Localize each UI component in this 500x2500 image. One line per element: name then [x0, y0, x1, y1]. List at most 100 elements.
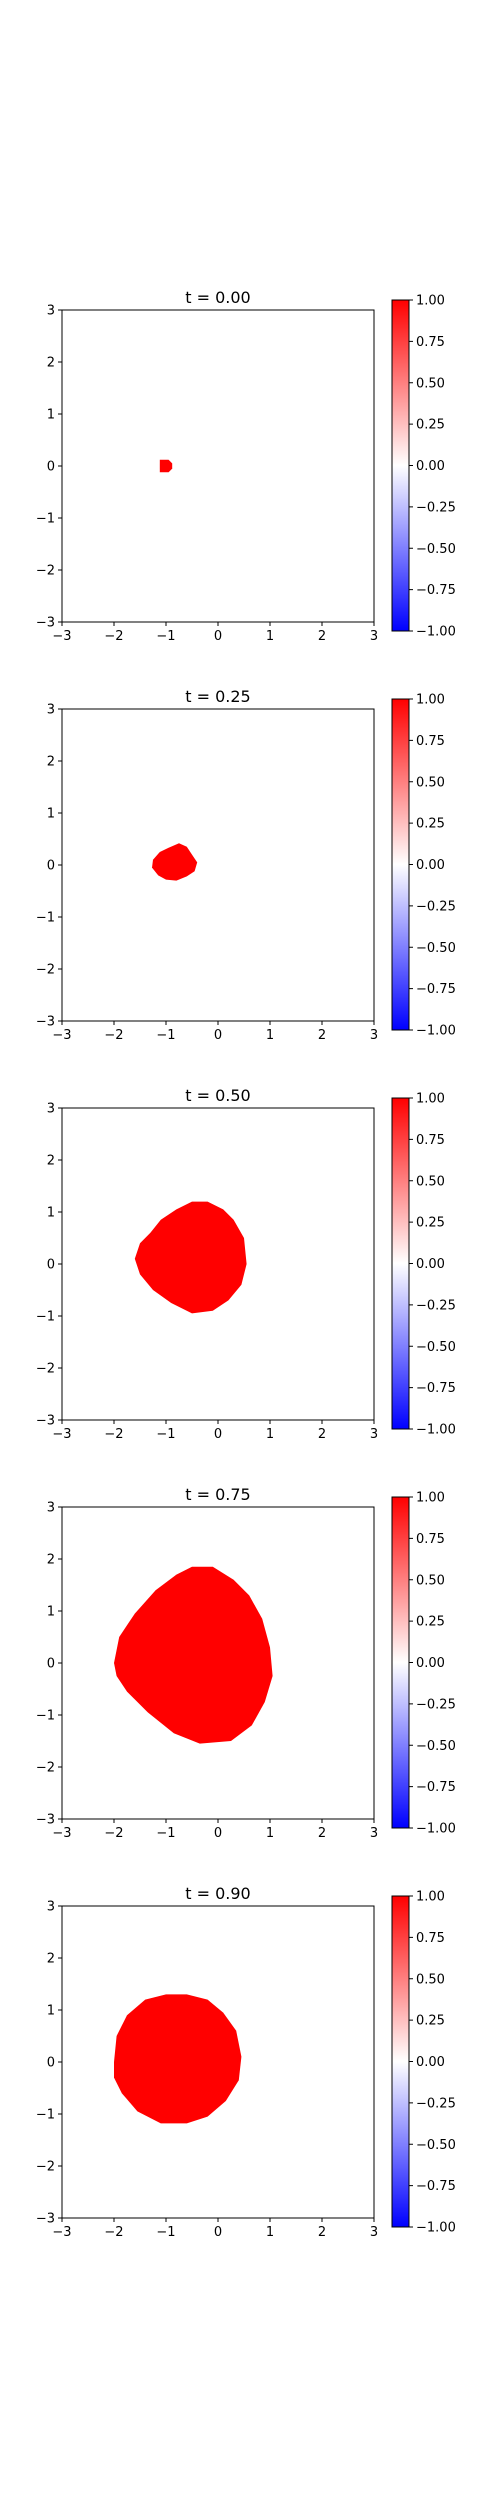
x-tick-label: −1	[156, 629, 175, 644]
x-tick-label: 2	[318, 629, 326, 644]
x-tick-label: −3	[52, 2225, 71, 2240]
y-tick-label: −3	[36, 1414, 55, 1429]
y-tick-label: −3	[36, 1015, 55, 1030]
x-tick-label: −1	[156, 1826, 175, 1841]
colorbar-gradient	[392, 300, 409, 631]
y-tick-label: −1	[36, 2108, 55, 2123]
colorbar-tick-label: 0.75	[416, 1133, 445, 1148]
colorbar-tick-label: 0.25	[416, 817, 445, 832]
chart-title: t = 0.25	[185, 687, 250, 706]
colorbar-tick-label: 0.00	[416, 459, 445, 474]
colorbar-tick-label: −1.00	[416, 1423, 456, 1438]
colorbar-tick-label: −1.00	[416, 2221, 456, 2236]
colorbar-tick-label: −1.00	[416, 1822, 456, 1837]
x-tick-label: 0	[214, 1826, 222, 1841]
y-tick-label: 3	[47, 1900, 55, 1915]
x-tick-label: 1	[266, 1427, 274, 1442]
colorbar-tick-label: 0.50	[416, 376, 445, 391]
colorbar-tick-label: −0.25	[416, 2096, 456, 2111]
colorbar-tick-label: 0.75	[416, 1532, 445, 1547]
x-tick-label: 3	[370, 2225, 378, 2240]
panel-4: t = 0.90 −3 −2 −1 0 1 2 3 3 2 1 0 −1 −2 −3 1.00 0.75 0.50…	[36, 1884, 456, 2240]
x-tick-label: −1	[156, 1028, 175, 1043]
colorbar-gradient	[392, 1896, 409, 2227]
colorbar-tick-label: 1.00	[416, 693, 445, 708]
y-tick-label: 2	[47, 1154, 55, 1169]
x-tick-label: −2	[104, 1427, 123, 1442]
y-tick-label: −1	[36, 1709, 55, 1724]
x-tick-label: −3	[52, 629, 71, 644]
colorbar-tick-label: −1.00	[416, 625, 456, 640]
colorbar-tick-label: −0.25	[416, 1697, 456, 1712]
y-tick-label: 2	[47, 1952, 55, 1967]
colorbar-tick-label: 0.00	[416, 1257, 445, 1272]
colorbar-tick-label: −0.50	[416, 1739, 456, 1754]
colorbar-tick-label: −0.25	[416, 1298, 456, 1313]
colorbar-tick-label: 0.75	[416, 734, 445, 749]
chart-title: t = 0.90	[185, 1884, 250, 1903]
colorbar-tick-label: 0.25	[416, 1216, 445, 1231]
x-tick-label: −2	[104, 629, 123, 644]
colorbar-tick-label: 0.25	[416, 2014, 445, 2029]
y-tick-label: −1	[36, 1310, 55, 1325]
x-tick-label: 0	[214, 2225, 222, 2240]
colorbar-tick-label: 1.00	[416, 1890, 445, 1905]
x-tick-label: 1	[266, 2225, 274, 2240]
colorbar-tick-label: 0.00	[416, 858, 445, 873]
chart-title: t = 0.50	[185, 1086, 250, 1105]
x-tick-label: −3	[52, 1427, 71, 1442]
y-tick-label: 1	[47, 2004, 55, 2019]
colorbar-tick-label: 0.50	[416, 1972, 445, 1987]
y-tick-label: −1	[36, 512, 55, 527]
y-tick-label: −1	[36, 911, 55, 926]
y-tick-label: 3	[47, 304, 55, 319]
y-tick-label: 1	[47, 807, 55, 822]
y-tick-label: 0	[47, 1657, 55, 1672]
heatmap-region	[159, 459, 173, 473]
colorbar-tick-label: −0.50	[416, 542, 456, 557]
x-tick-label: −2	[104, 1028, 123, 1043]
x-tick-label: 3	[370, 1826, 378, 1841]
x-tick-label: 1	[266, 1028, 274, 1043]
y-tick-label: −2	[36, 1761, 55, 1776]
x-tick-label: 0	[214, 629, 222, 644]
colorbar-tick-label: −0.75	[416, 2179, 456, 2194]
colorbar-tick-label: 0.25	[416, 1615, 445, 1630]
y-tick-label: 1	[47, 1605, 55, 1620]
x-tick-label: 1	[266, 1826, 274, 1841]
x-tick-label: −3	[52, 1826, 71, 1841]
chart-title: t = 0.00	[185, 288, 250, 307]
colorbar-tick-label: 0.50	[416, 1573, 445, 1588]
heatmap-region	[114, 1994, 242, 2124]
colorbar-tick-label: 0.75	[416, 335, 445, 350]
heatmap-region	[152, 843, 198, 881]
x-tick-label: 3	[370, 629, 378, 644]
y-tick-label: −2	[36, 2160, 55, 2175]
y-tick-label: 3	[47, 1501, 55, 1516]
colorbar-tick-label: −0.25	[416, 500, 456, 515]
y-tick-label: 1	[47, 1206, 55, 1221]
y-tick-label: −3	[36, 1813, 55, 1828]
heatmap-region	[134, 1201, 247, 1314]
colorbar-tick-label: −0.50	[416, 1340, 456, 1355]
colorbar-gradient	[392, 1497, 409, 1828]
colorbar-tick-label: 1.00	[416, 1491, 445, 1506]
y-tick-label: 0	[47, 2056, 55, 2071]
heatmap-region	[114, 1566, 273, 1744]
x-tick-label: 3	[370, 1427, 378, 1442]
x-tick-label: −2	[104, 1826, 123, 1841]
x-tick-label: −2	[104, 2225, 123, 2240]
y-tick-label: 1	[47, 408, 55, 423]
x-tick-label: 2	[318, 2225, 326, 2240]
y-tick-label: −2	[36, 1362, 55, 1377]
colorbar-tick-label: 0.25	[416, 418, 445, 433]
x-tick-label: −1	[156, 2225, 175, 2240]
colorbar-tick-label: −0.50	[416, 2138, 456, 2153]
x-tick-label: 2	[318, 1826, 326, 1841]
colorbar-tick-label: −0.50	[416, 941, 456, 956]
chart-title: t = 0.75	[185, 1485, 250, 1504]
colorbar-tick-label: −0.75	[416, 982, 456, 997]
panel-0: t = 0.00 −3 −2 −1 0 1 2 3 3 2 1 0 −1 −2 −3 1.00 0.75 0.50…	[36, 288, 456, 644]
colorbar-tick-label: 1.00	[416, 294, 445, 309]
